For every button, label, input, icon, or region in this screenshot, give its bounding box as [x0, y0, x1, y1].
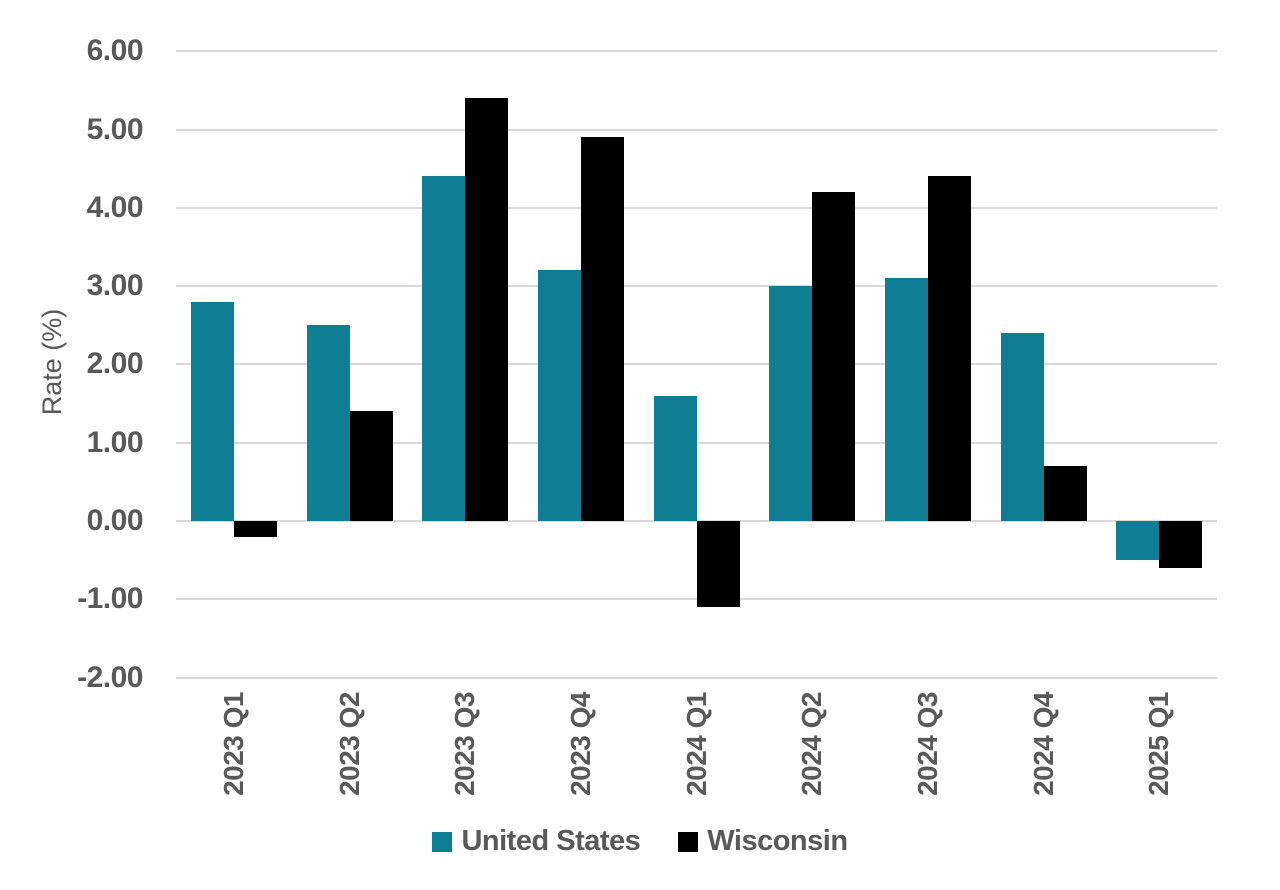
- y-tick-label: 3.00: [86, 269, 144, 303]
- gridline: [176, 285, 1217, 288]
- bar-wisconsin-2023-q1: [233, 521, 277, 537]
- bar-united-states-2025-q1: [1116, 521, 1160, 561]
- bar-wisconsin-2023-q4: [580, 137, 624, 521]
- gridline: [176, 363, 1217, 366]
- y-tick-label: 2.00: [86, 347, 144, 381]
- x-axis-label: 2024 Q2: [796, 692, 828, 796]
- bar-wisconsin-2023-q3: [465, 98, 509, 521]
- gridline: [176, 128, 1217, 131]
- legend-label-wisconsin: Wisconsin: [707, 825, 848, 857]
- gridline: [176, 441, 1217, 444]
- legend: United States Wisconsin: [0, 825, 1280, 858]
- bar-united-states-2023-q2: [306, 325, 350, 521]
- bar-wisconsin-2024-q2: [812, 192, 856, 521]
- x-axis-label: 2023 Q3: [449, 692, 481, 796]
- legend-item-wisconsin: Wisconsin: [678, 825, 848, 858]
- y-tick-label: 4.00: [86, 190, 144, 224]
- bar-wisconsin-2024-q4: [1043, 466, 1087, 521]
- x-axis-label: 2024 Q3: [911, 692, 943, 796]
- gridline: [176, 206, 1217, 209]
- x-axis-label: 2023 Q1: [217, 692, 249, 796]
- y-tick-label: 6.00: [86, 34, 144, 68]
- y-tick-label: 5.00: [86, 112, 144, 146]
- bar-wisconsin-2024-q3: [927, 176, 971, 521]
- legend-label-united-states: United States: [461, 825, 641, 857]
- x-axis-label: 2024 Q1: [680, 692, 712, 796]
- gridline: [176, 50, 1217, 53]
- wisconsin-swatch: [678, 831, 699, 852]
- bar-wisconsin-2024-q1: [696, 521, 740, 608]
- bar-united-states-2024-q3: [884, 278, 928, 521]
- y-tick-label: -1.00: [77, 582, 143, 616]
- bar-united-states-2024-q1: [653, 395, 697, 521]
- bar-united-states-2024-q4: [1000, 333, 1044, 521]
- y-tick-label: -2.00: [77, 660, 143, 694]
- gridline: [176, 676, 1217, 679]
- legend-item-united-states: United States: [432, 825, 641, 858]
- bar-wisconsin-2025-q1: [1159, 521, 1203, 568]
- bar-wisconsin-2023-q2: [349, 411, 393, 521]
- y-tick-label: 0.00: [86, 504, 144, 537]
- united-states-swatch: [432, 831, 453, 852]
- bar-united-states-2023-q3: [422, 176, 466, 521]
- x-axis-label: 2023 Q2: [333, 692, 365, 796]
- bar-united-states-2024-q2: [769, 286, 813, 521]
- x-axis-label: 2024 Q4: [1027, 692, 1059, 796]
- y-tick-label: 1.00: [86, 425, 144, 459]
- bar-united-states-2023-q1: [190, 301, 234, 521]
- x-axis-label: 2023 Q4: [564, 692, 596, 796]
- bar-united-states-2023-q4: [537, 270, 581, 521]
- x-axis-label: 2025 Q1: [1143, 692, 1175, 796]
